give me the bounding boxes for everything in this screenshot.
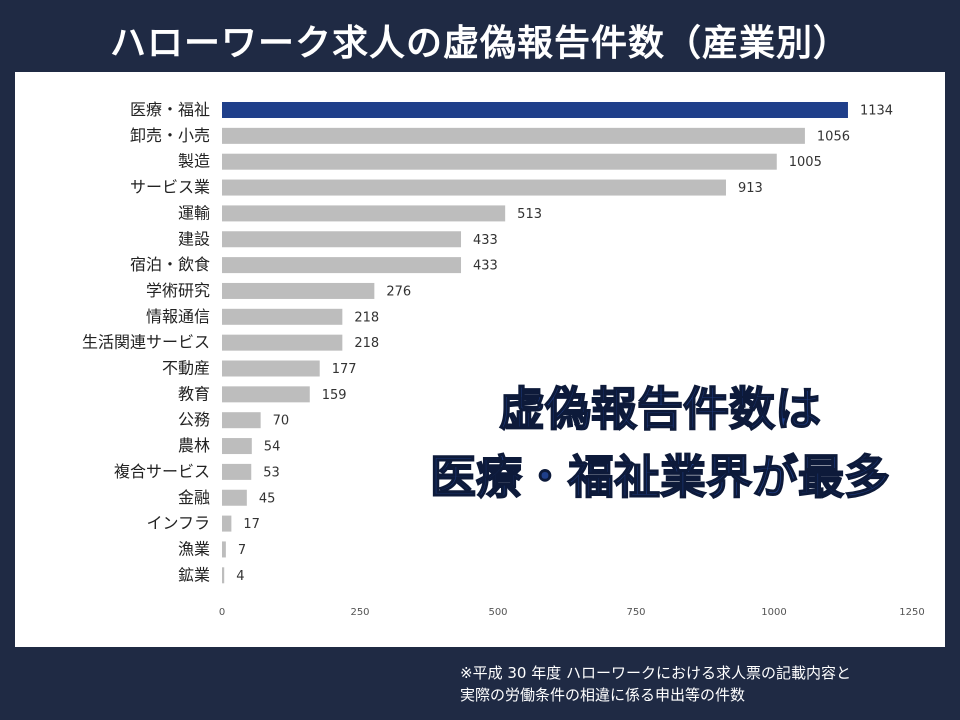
bar (222, 153, 777, 170)
data-label: 54 (264, 440, 281, 455)
category-label: インフラ (146, 514, 210, 533)
callout-line-1: 虚偽報告件数は (498, 381, 822, 437)
x-tick-label: 0 (219, 607, 225, 618)
category-label: 公務 (178, 410, 210, 429)
category-label: サービス業 (130, 178, 210, 197)
bar (222, 463, 252, 480)
data-label: 7 (238, 543, 246, 558)
bar (222, 127, 805, 144)
x-tick-label: 750 (626, 607, 645, 618)
category-label: 情報通信 (146, 307, 210, 326)
data-label: 913 (738, 181, 763, 196)
bar (222, 412, 261, 429)
category-label: 宿泊・飲食 (130, 255, 210, 274)
bar (222, 386, 310, 403)
x-tick-label: 1250 (899, 607, 924, 618)
category-label: 金融 (178, 488, 210, 507)
bar (222, 231, 462, 248)
x-tick-label: 250 (350, 607, 369, 618)
data-label: 177 (332, 362, 357, 377)
category-label: 複合サービス (114, 462, 210, 481)
data-label: 17 (243, 517, 260, 532)
bar (222, 541, 226, 558)
bar (222, 102, 848, 118)
bar (222, 282, 375, 299)
data-label: 433 (473, 259, 498, 274)
callout-text: 虚偽報告件数は 医療・福祉業界が最多 (380, 375, 940, 511)
bar (222, 205, 506, 222)
callout-line-2: 医療・福祉業界が最多 (429, 449, 891, 505)
bar (222, 489, 247, 506)
data-label: 70 (273, 414, 290, 429)
bar (222, 515, 232, 532)
data-label: 45 (259, 491, 276, 506)
slide-title: ハローワーク求人の虚偽報告件数（産業別） (109, 23, 850, 64)
data-label: 218 (354, 336, 379, 351)
category-label: 鉱業 (178, 565, 210, 584)
x-tick-label: 500 (488, 607, 507, 618)
data-label: 53 (263, 465, 280, 480)
bar (222, 567, 225, 584)
bar (222, 179, 726, 196)
bar (222, 334, 343, 351)
category-label: 生活関連サービス (82, 333, 210, 352)
category-label: 医療・福祉 (130, 100, 210, 119)
footnote: ※平成 30 年度 ハローワークにおける求人票の記載内容と 実際の労働条件の相違… (460, 662, 950, 706)
category-label: 卸売・小売 (130, 126, 210, 145)
bar (222, 308, 343, 325)
data-label: 1056 (817, 129, 850, 144)
data-label: 159 (322, 388, 347, 403)
data-label: 433 (473, 233, 498, 248)
data-label: 4 (236, 569, 244, 584)
category-label: 学術研究 (146, 281, 210, 300)
footnote-line-1: ※平成 30 年度 ハローワークにおける求人票の記載内容と (460, 664, 851, 682)
category-label: 農林 (178, 436, 210, 455)
data-label: 218 (354, 310, 379, 325)
bar (222, 360, 320, 377)
data-label: 276 (386, 284, 411, 299)
category-label: 不動産 (162, 359, 210, 378)
category-label: 建設 (178, 229, 210, 248)
data-label: 1005 (789, 155, 822, 170)
bar (222, 438, 252, 455)
data-label: 1134 (860, 104, 893, 119)
bar (222, 257, 462, 274)
category-label: 漁業 (178, 539, 210, 558)
category-label: 製造 (178, 152, 210, 171)
bar-chart: 医療・福祉 1134 卸売・小売 1056 製造 1005 サービス業 913 運輸 513 建設 4… (82, 100, 925, 618)
chart-panel: 医療・福祉 1134 卸売・小売 1056 製造 1005 サービス業 913 運輸 513 建設 4… (15, 72, 945, 647)
footnote-line-2: 実際の労働条件の相違に係る申出等の件数 (460, 686, 746, 704)
category-label: 運輸 (178, 203, 210, 222)
x-tick-label: 1000 (761, 607, 786, 618)
category-label: 教育 (178, 384, 210, 403)
data-label: 513 (517, 207, 542, 222)
